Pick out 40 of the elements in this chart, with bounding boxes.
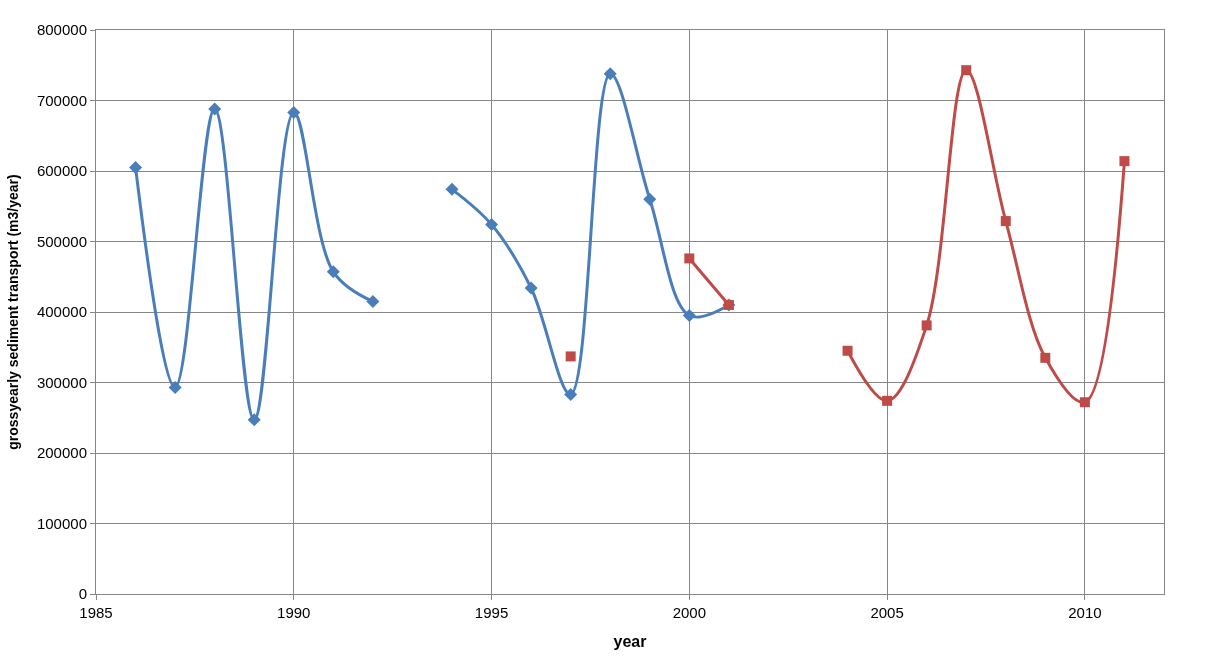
point — [1040, 352, 1051, 363]
y-tick-label: 600000 — [36, 162, 87, 180]
point — [1119, 156, 1130, 167]
point — [485, 218, 499, 232]
y-tick-label: 400000 — [36, 303, 87, 321]
y-tick-label: 200000 — [36, 444, 87, 462]
y-tick-label: 500000 — [36, 232, 87, 250]
y-axis-title: grossyearly sediment transport (m3/year) — [4, 174, 21, 450]
point — [445, 182, 459, 196]
point — [643, 192, 657, 206]
y-tick-label: 300000 — [36, 373, 87, 391]
point — [168, 380, 182, 394]
point — [882, 395, 893, 406]
point — [842, 345, 853, 356]
point — [326, 265, 340, 279]
x-tick-label: 1990 — [277, 604, 311, 621]
x-tick-label: 1995 — [474, 604, 509, 621]
point — [287, 105, 301, 119]
point — [1000, 216, 1011, 227]
y-tick-label: 100000 — [36, 514, 87, 532]
y-tick-label: 800000 — [36, 21, 87, 39]
y-tick-label: 0 — [78, 585, 87, 603]
x-tick-label: 2000 — [672, 604, 707, 621]
point — [603, 67, 617, 81]
y-tick-label: 700000 — [36, 91, 87, 109]
point — [208, 102, 222, 116]
point — [366, 294, 380, 308]
point — [682, 309, 696, 323]
point — [921, 320, 932, 331]
x-tick-label: 1985 — [79, 604, 113, 621]
point — [961, 65, 972, 76]
point — [524, 281, 538, 295]
point — [247, 413, 261, 427]
point — [129, 160, 143, 174]
x-tick-label: 2010 — [1068, 604, 1102, 621]
point — [564, 387, 578, 401]
point — [565, 351, 576, 362]
point — [1079, 397, 1090, 408]
x-axis-title: year — [613, 632, 647, 650]
x-tick-label: 2005 — [870, 604, 904, 621]
